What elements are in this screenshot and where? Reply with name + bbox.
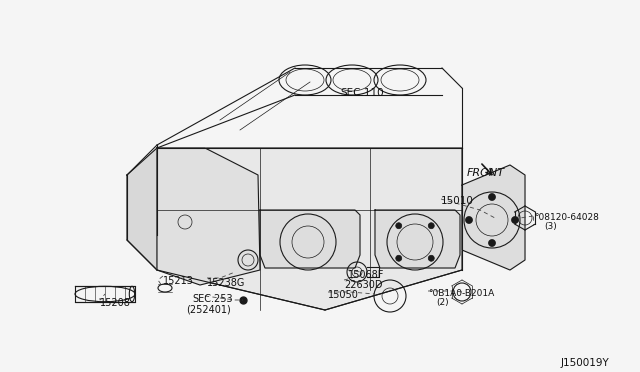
Polygon shape [260,210,360,268]
Ellipse shape [428,255,435,261]
Polygon shape [462,165,525,270]
Ellipse shape [396,223,402,229]
Text: °0B1A0-B201A: °0B1A0-B201A [428,289,494,298]
Ellipse shape [428,223,435,229]
Text: (2): (2) [436,298,449,307]
Ellipse shape [465,217,472,224]
Text: (3): (3) [544,222,557,231]
Text: 22630D: 22630D [344,280,383,290]
Ellipse shape [488,240,495,247]
Ellipse shape [511,217,518,224]
Text: SEC.253: SEC.253 [192,294,232,304]
Polygon shape [375,210,460,268]
Text: 15050: 15050 [328,290,359,300]
Text: 15010: 15010 [441,196,474,206]
Ellipse shape [488,193,495,201]
Ellipse shape [396,255,402,261]
Text: J150019Y: J150019Y [561,358,610,368]
Polygon shape [157,148,462,310]
Polygon shape [157,148,260,285]
Text: FRONT: FRONT [467,168,505,178]
Text: °08120-64028: °08120-64028 [534,213,599,222]
Text: 15238G: 15238G [207,278,245,288]
Text: (252401): (252401) [186,304,231,314]
Text: SEC.110: SEC.110 [340,88,383,98]
Text: 15208: 15208 [100,298,131,308]
Text: 15213: 15213 [163,276,194,286]
Polygon shape [127,148,157,270]
Text: 15068F: 15068F [348,270,385,280]
